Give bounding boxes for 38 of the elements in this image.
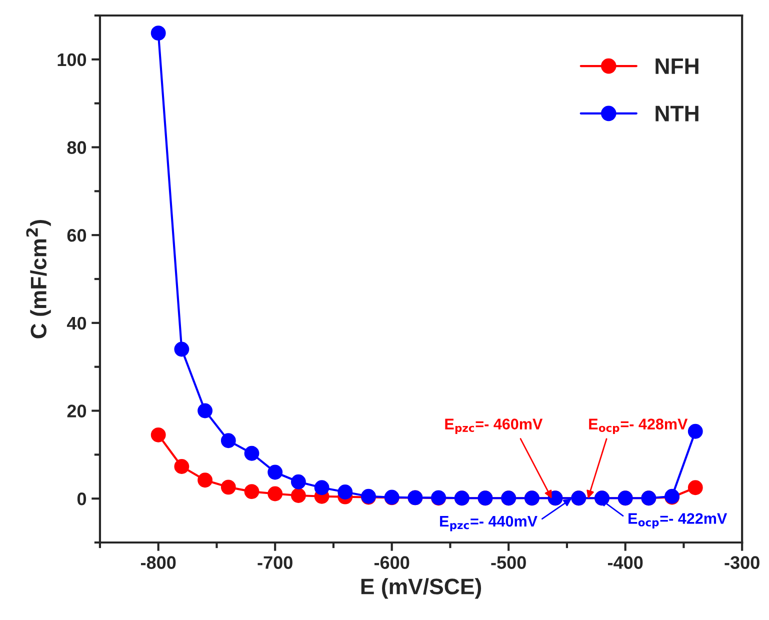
point — [244, 446, 260, 461]
y-tick-label: 60 — [67, 229, 86, 242]
point — [290, 488, 306, 503]
x-tick-label: -600 — [374, 556, 410, 569]
point — [688, 480, 703, 496]
x-tick-label: -800 — [140, 556, 176, 569]
y-tick-label: 40 — [66, 316, 86, 330]
point — [198, 472, 213, 488]
y-tick-label: 100 — [58, 53, 86, 66]
point — [338, 484, 353, 500]
annotation: E$_{pzc}$=- 440mV — [440, 516, 538, 532]
y-axis-title: C (mF/cm$^{2}$) — [26, 220, 51, 338]
legend-label: NFH — [656, 58, 698, 74]
annotation: E$_{pzc}$=- 460mV — [445, 418, 543, 434]
annotation: E$_{ocp}$=- 428mV — [589, 418, 688, 434]
point — [174, 342, 190, 357]
point — [268, 464, 283, 480]
point — [174, 459, 190, 474]
point — [314, 480, 330, 496]
x-tick-label: -400 — [608, 556, 643, 569]
y-tick-label: 20 — [67, 404, 86, 418]
point — [150, 26, 166, 41]
y-tick-label: 80 — [67, 141, 86, 154]
point — [220, 433, 236, 448]
point — [198, 403, 213, 418]
point — [150, 427, 166, 442]
point — [268, 486, 283, 502]
point — [220, 480, 236, 495]
point — [290, 474, 306, 490]
y-tick-label: 0 — [77, 492, 86, 506]
legend-label: NTH — [656, 106, 698, 122]
x-tick-label: -500 — [491, 556, 526, 569]
x-tick-label: -700 — [258, 556, 292, 569]
x-tick-label: -300 — [724, 556, 760, 569]
point — [688, 424, 703, 439]
annotation: E$_{ocp}$=- 422mV — [628, 513, 728, 528]
point — [244, 484, 260, 500]
x-axis-title: E (mV/SCE) — [361, 578, 482, 599]
